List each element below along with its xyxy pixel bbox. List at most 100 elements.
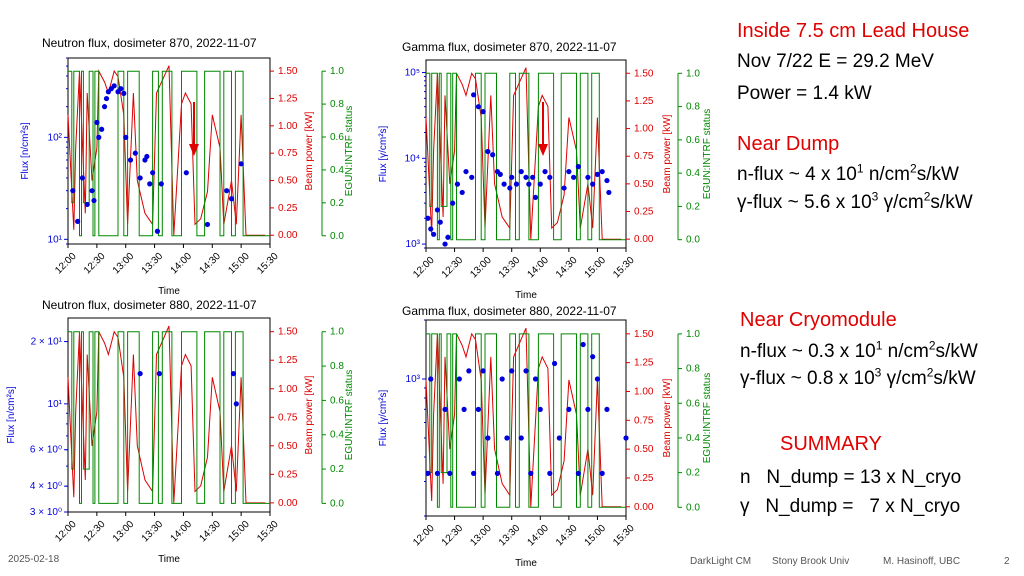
- flux-point: [456, 376, 462, 382]
- nflux-exp: 1: [856, 161, 864, 176]
- chart-title: Gamma flux, dosimeter 880, 2022-11-07: [402, 304, 617, 318]
- summary-line1: n N_dump = 13 x N_cryo: [740, 467, 962, 488]
- x-tick-label: 15:00: [226, 519, 252, 545]
- flux-point: [111, 83, 117, 89]
- flux-point: [475, 406, 481, 412]
- egun-tick-label: 0.6: [330, 395, 344, 406]
- egun-tick-label: 0.2: [686, 201, 700, 212]
- egun-tick-label: 0.8: [330, 99, 344, 110]
- flux-point: [183, 170, 189, 176]
- y-tick-label: 10³: [406, 239, 421, 250]
- flux-point: [471, 92, 477, 98]
- beam-axis-label: Beam power [kW]: [304, 111, 315, 190]
- gflux-exp2: 2: [923, 189, 931, 204]
- flux-point: [469, 174, 475, 180]
- x-tick-label: 15:30: [255, 519, 281, 545]
- x-axis-label: Time: [515, 290, 537, 301]
- lead-house-line2: Power = 1.4 kW: [737, 83, 872, 104]
- gflux-exp: 3: [871, 189, 879, 204]
- beam-tick-label: 1.00: [278, 121, 298, 132]
- y-tick-label: 10²: [48, 132, 63, 143]
- flux-point: [542, 168, 548, 175]
- flux-point: [156, 371, 162, 377]
- footer-date: 2025-02-18: [8, 554, 60, 565]
- flux-point: [532, 194, 539, 201]
- beam-axis-label: Beam power [kW]: [662, 378, 673, 457]
- flux-point: [480, 368, 486, 374]
- chart-title: Gamma flux, dosimeter 870, 2022-11-07: [402, 40, 617, 54]
- egun-status-line: [426, 333, 626, 508]
- x-tick-label: 12:00: [53, 519, 79, 545]
- flux-point: [434, 207, 441, 213]
- flux-point: [509, 174, 515, 180]
- x-tick-label: 15:00: [583, 255, 609, 281]
- near-cryo-nflux: n-flux ~ 0.3 x 101 n/cm2s/kW: [740, 340, 978, 364]
- flux-point: [463, 168, 469, 175]
- flux-point: [233, 401, 239, 407]
- beam-axis-label: Beam power [kW]: [304, 375, 315, 454]
- nflux-tail: s/kW: [935, 341, 978, 362]
- x-tick-label: 13:30: [140, 251, 166, 277]
- flux-point: [450, 200, 456, 206]
- nflux-unit: n/cm: [882, 341, 929, 362]
- flux-point: [499, 376, 505, 382]
- flux-point: [575, 164, 581, 170]
- flux-point: [103, 95, 110, 102]
- beam-tick-label: 0.50: [278, 176, 298, 187]
- flux-point: [445, 234, 451, 240]
- flux-point: [571, 174, 577, 180]
- flux-point: [566, 406, 572, 412]
- egun-tick-label: 0.8: [686, 364, 700, 375]
- flux-point: [604, 177, 610, 184]
- beam-tick-label: 1.25: [278, 355, 298, 366]
- footer-author: M. Hasinoff, UBC: [883, 556, 961, 567]
- x-tick-label: 14:30: [554, 255, 580, 281]
- beam-tick-label: 1.50: [278, 66, 298, 77]
- flux-point: [594, 376, 601, 382]
- flux-point: [575, 470, 581, 476]
- flux-point: [99, 126, 105, 132]
- chart-title: Neutron flux, dosimeter 880, 2022-11-07: [42, 298, 257, 312]
- egun-tick-label: 0.4: [686, 433, 700, 444]
- flux-point: [599, 168, 605, 175]
- x-tick-label: 15:30: [255, 251, 281, 277]
- flux-point: [566, 168, 572, 175]
- flux-point: [127, 157, 134, 163]
- flux-point: [523, 368, 529, 374]
- flux-point: [154, 228, 161, 234]
- flux-point: [590, 181, 596, 187]
- chart-neutron-870: Neutron flux, dosimeter 870, 2022-11-07 …: [0, 0, 380, 297]
- flux-point: [228, 196, 235, 202]
- flux-point: [480, 109, 486, 115]
- beam-tick-label: 0.00: [278, 230, 298, 241]
- beam-tick-label: 0.25: [634, 207, 654, 218]
- flux-point: [204, 221, 211, 228]
- chart-svg: 12:00 12:30 13:00 13:30 14:00 14:30 15:00 15:30…: [6, 317, 355, 565]
- beam-tick-label: 0.25: [278, 203, 298, 214]
- flux-point: [147, 181, 153, 187]
- egun-tick-label: 0.8: [686, 102, 700, 113]
- x-tick-label: 14:30: [197, 251, 223, 277]
- plot-frame: [67, 317, 271, 513]
- gflux-tail: s/kW: [933, 368, 976, 389]
- nflux-text: n-flux ~ 0.3 x 10: [740, 341, 876, 362]
- x-tick-label: 12:00: [411, 255, 437, 281]
- x-tick-label: 12:30: [440, 255, 466, 281]
- chart-svg: 12:00 12:30 13:00 13:30 14:00 14:30 15:00 15:30…: [20, 57, 355, 297]
- flux-point: [118, 86, 124, 92]
- plot-frame: [425, 59, 627, 249]
- flux-point: [428, 226, 434, 232]
- gflux-exp: 3: [874, 365, 882, 380]
- egun-status-line: [426, 72, 626, 241]
- flux-point: [96, 134, 102, 140]
- x-axis-label: Time: [158, 286, 180, 297]
- beam-tick-label: 0.75: [278, 412, 298, 423]
- flux-point: [425, 470, 431, 476]
- beam-tick-label: 1.25: [278, 93, 298, 104]
- beam-tick-label: 0.50: [278, 441, 298, 452]
- flux-point: [79, 175, 86, 181]
- flux-point: [230, 371, 237, 377]
- flux-point: [485, 148, 491, 155]
- beam-tick-label: 1.00: [278, 384, 298, 395]
- footer-event: DarkLight CM: [690, 556, 752, 567]
